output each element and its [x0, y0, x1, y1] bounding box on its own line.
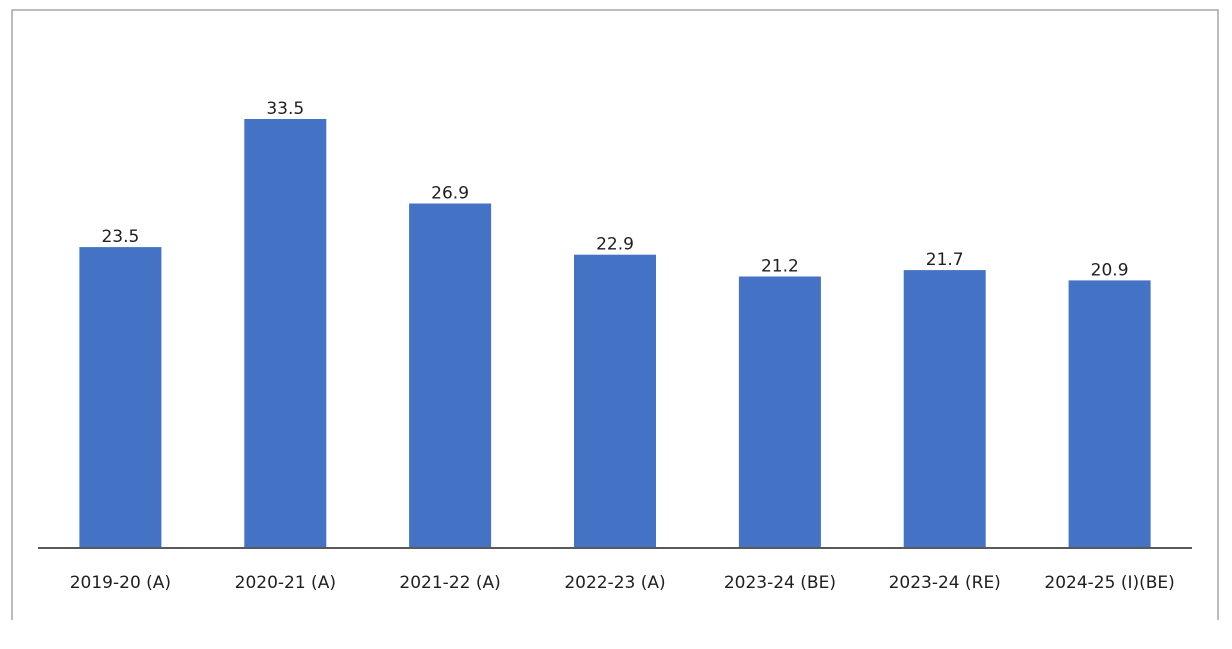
data-labels-group: 23.5 33.5 26.9 22.9 21.2 21.7 20.9 [101, 99, 1128, 280]
bar [244, 119, 327, 548]
bar [79, 247, 162, 548]
bar [903, 270, 986, 548]
x-tick-label: 2022-23 (A) [564, 573, 665, 593]
data-label: 21.2 [761, 257, 799, 277]
data-label: 21.7 [926, 250, 964, 270]
x-tick-label: 2023-24 (BE) [724, 573, 836, 593]
bars-group [79, 119, 1151, 548]
chart-frame-border [11, 9, 1219, 620]
data-label: 26.9 [431, 184, 469, 204]
bar [574, 254, 656, 548]
bar [1068, 280, 1151, 548]
x-tick-label: 2020-21 (A) [235, 573, 336, 593]
data-label: 23.5 [101, 227, 139, 247]
data-label: 20.9 [1091, 260, 1129, 280]
x-tick-label: 2019-20 (A) [70, 573, 171, 593]
x-tick-label: 2021-22 (A) [399, 573, 500, 593]
data-label: 22.9 [596, 235, 634, 255]
x-tick-label: 2024-25 (I)(BE) [1044, 573, 1174, 593]
bar [409, 203, 492, 548]
x-tick-label: 2023-24 (RE) [889, 573, 1001, 593]
data-label: 33.5 [266, 99, 304, 119]
category-labels-group: 2019-20 (A) 2020-21 (A) 2021-22 (A) 2022-23… [70, 573, 1175, 593]
bar [738, 276, 821, 548]
